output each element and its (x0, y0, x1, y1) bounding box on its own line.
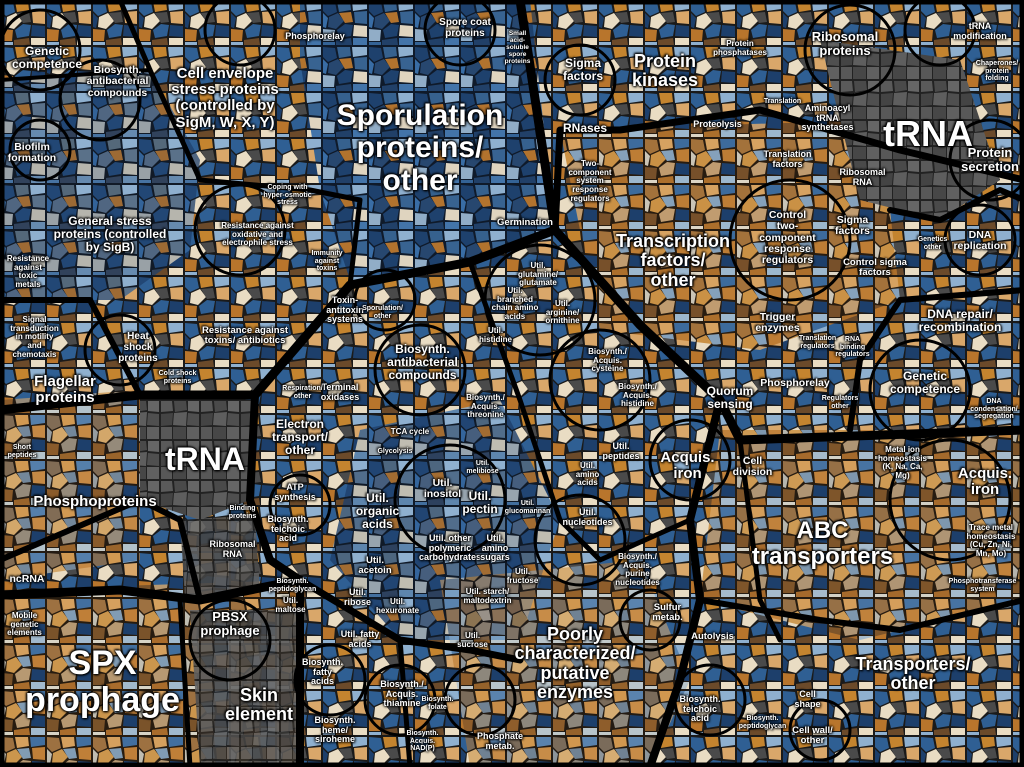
ribosomal-rna-left-region (180, 515, 260, 600)
sporulation-region (300, 0, 555, 280)
phosphoproteins-region (0, 390, 140, 580)
poorly-region (440, 560, 690, 767)
skin-region (190, 610, 300, 767)
general-stress-region (0, 70, 200, 300)
trna-left-region (140, 395, 255, 520)
trna-right-region (820, 40, 1000, 220)
abc-region (700, 430, 1024, 640)
